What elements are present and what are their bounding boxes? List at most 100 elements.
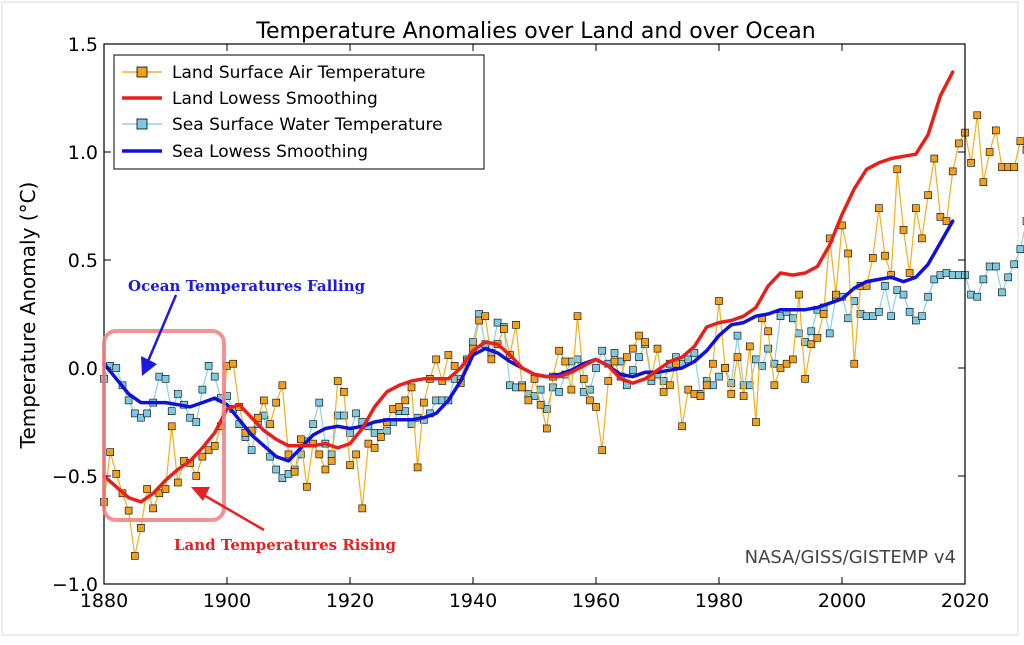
x-tick-label: 1920 (326, 590, 374, 612)
x-tick-label: 1940 (449, 590, 497, 612)
land-temperature-point (709, 360, 716, 367)
land-temperature-point (525, 397, 532, 404)
sea-temperature-point (205, 362, 212, 369)
land-temperature-point (906, 270, 913, 277)
land-temperature-point (832, 291, 839, 298)
land-temperature-point (611, 358, 618, 365)
land-temperature-point (1017, 138, 1024, 145)
land-temperature-point (900, 226, 907, 233)
land-temperature-point (642, 339, 649, 346)
land-temperature-point (519, 384, 526, 391)
land-temperature-point (666, 382, 673, 389)
legend-sea-label: Sea Surface Water Temperature (172, 115, 443, 135)
sea-temperature-point (888, 313, 895, 320)
sea-temperature-point (789, 315, 796, 322)
land-temperature-point (599, 447, 606, 454)
land-temperature-point (820, 311, 827, 318)
sea-temperature-point (125, 397, 132, 404)
land-temperature-point (968, 159, 975, 166)
sea-temperature-point (974, 293, 981, 300)
sea-temperature-point (310, 421, 317, 428)
land-temperature-point (402, 397, 409, 404)
land-temperature-point (279, 382, 286, 389)
sea-temperature-point (1011, 261, 1018, 268)
land-temperature-point (488, 356, 495, 363)
land-temperature-point (353, 451, 360, 458)
land-temperature-point (796, 291, 803, 298)
land-temperature-point (814, 334, 821, 341)
chart-title: Temperature Anomalies over Land and over… (255, 19, 815, 44)
land-temperature-point (500, 326, 507, 333)
sea-temperature-point (273, 466, 280, 473)
legend-land-lowess-label: Land Lowess Smoothing (172, 89, 378, 109)
land-temperature-point (433, 356, 440, 363)
land-temperature-point (1011, 164, 1018, 171)
sea-temperature-point (980, 276, 987, 283)
ocean-annotation: Ocean Temperatures Falling (128, 277, 366, 295)
land-temperature-point (414, 464, 421, 471)
legend: Land Surface Air Temperature Land Lowess… (114, 55, 484, 169)
land-temperature-point (137, 524, 144, 531)
sea-temperature-point (918, 313, 925, 320)
land-temperature-point (482, 313, 489, 320)
land-temperature-point (851, 360, 858, 367)
land-temperature-point (273, 399, 280, 406)
legend-land-label: Land Surface Air Temperature (172, 63, 425, 83)
sea-temperature-point (752, 356, 759, 363)
land-temperature-point (734, 354, 741, 361)
land-temperature-point (131, 552, 138, 559)
land-temperature-point (752, 419, 759, 426)
land-temperature-point (150, 505, 157, 512)
sea-temperature-point (211, 373, 218, 380)
land-temperature-point (789, 356, 796, 363)
land-temperature-point (125, 507, 132, 514)
sea-temperature-point (168, 408, 175, 415)
sea-temperature-point (900, 291, 907, 298)
land-temperature-point (931, 155, 938, 162)
sea-temperature-point (353, 410, 360, 417)
land-temperature-point (918, 235, 925, 242)
x-tick-label: 1900 (203, 590, 251, 612)
land-temperature-point (586, 397, 593, 404)
legend-sea-marker (137, 119, 147, 129)
land-temperature-point (580, 375, 587, 382)
land-temperature-point (771, 382, 778, 389)
land-temperature-point (445, 352, 452, 359)
land-temperature-point (168, 423, 175, 430)
y-tick-label: 1.5 (68, 34, 98, 56)
land-temperature-point (562, 358, 569, 365)
land-temperature-point (943, 218, 950, 225)
land-temperature-point (291, 468, 298, 475)
x-tick-label: 1960 (572, 590, 620, 612)
land-temperature-point (654, 345, 661, 352)
sea-temperature-point (851, 298, 858, 305)
land-temperature-point (193, 473, 200, 480)
y-tick-label: 1.0 (68, 142, 98, 164)
land-temperature-point (359, 505, 366, 512)
land-temperature-point (303, 483, 310, 490)
land-temperature-point (882, 252, 889, 259)
land-temperature-point (808, 341, 815, 348)
land-temperature-point (974, 112, 981, 119)
sea-temperature-point (636, 354, 643, 361)
sea-temperature-point (629, 367, 636, 374)
sea-temperature-point (845, 315, 852, 322)
y-tick-label: 0.5 (68, 250, 98, 272)
sea-temperature-point (574, 356, 581, 363)
sea-temperature-point (248, 447, 255, 454)
x-tick-label: 2020 (941, 590, 989, 612)
sea-temperature-point (925, 293, 932, 300)
land-temperature-point (297, 436, 304, 443)
land-temperature-point (230, 360, 237, 367)
y-tick-label: −1.0 (52, 574, 98, 596)
land-temperature-point (107, 449, 114, 456)
land-temperature-point (260, 397, 267, 404)
land-temperature-point (802, 375, 809, 382)
land-temperature-point (377, 434, 384, 441)
land-temperature-point (746, 343, 753, 350)
land-temperature-point (912, 205, 919, 212)
sea-temperature-point (193, 419, 200, 426)
land-temperature-point (144, 486, 151, 493)
land-temperature-point (980, 179, 987, 186)
sea-temperature-point (611, 349, 618, 356)
